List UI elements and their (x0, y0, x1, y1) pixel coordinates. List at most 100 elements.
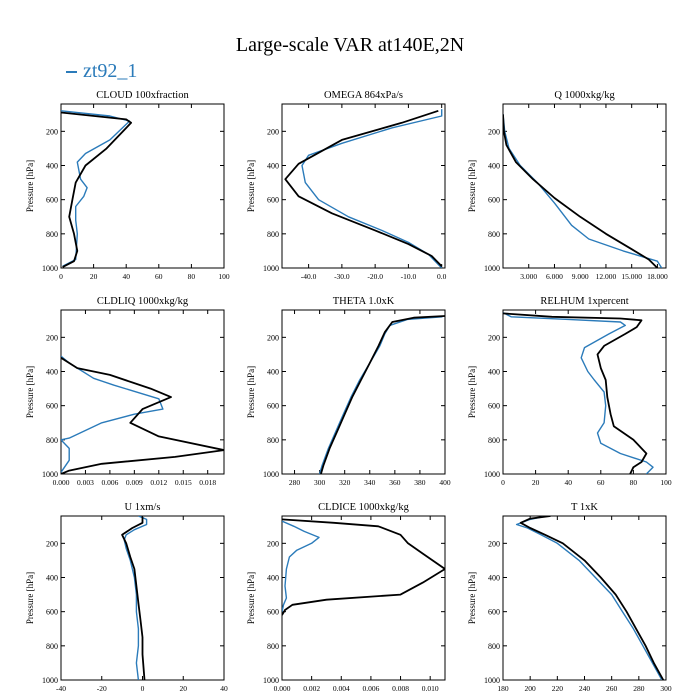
panel-7-ytick-label: 400 (46, 574, 58, 583)
panel-9-xtick-label: 200 (525, 684, 537, 693)
figure-title: Large-scale VAR at140E,2N (235, 34, 465, 56)
panel-6-xtick-label: 40 (564, 478, 572, 487)
panel-2-ytick-label: 1000 (263, 264, 279, 273)
panel-4-xtick-label: 0.009 (126, 478, 143, 487)
panel-5-xtick-label: 380 (414, 478, 426, 487)
panel-8-xtick-label: 0.010 (422, 684, 439, 693)
panel-6-frame (502, 309, 667, 475)
panel-2-ytick-label: 600 (267, 196, 279, 205)
panel-4-xtick-label: 0.018 (199, 478, 216, 487)
panel-4-xtick-label: 0.000 (53, 478, 70, 487)
panel-2-frame (281, 103, 446, 269)
panel-5-series-reference-line (320, 315, 445, 474)
panel-6-ytick-label: 1000 (484, 470, 500, 479)
panel-2-ylabel: Pressure [hPa] (246, 160, 256, 212)
panel-1-frame (60, 103, 225, 269)
panel-5-xtick-label: 300 (314, 478, 326, 487)
panel-3-ytick-label: 600 (488, 196, 500, 205)
panel-3-xtick-label: 6.000 (546, 272, 563, 281)
panel-3-ylabel: Pressure [hPa] (467, 160, 477, 212)
panel-2-xtick-label: -10.0 (401, 272, 417, 281)
panel-9-xtick-label: 240 (579, 684, 591, 693)
panel-7-ytick-label: 800 (46, 642, 58, 651)
panel-1-xtick-label: 0 (59, 272, 63, 281)
panel-9-xtick-label: 280 (633, 684, 645, 693)
panel-7-ylabel: Pressure [hPa] (25, 572, 35, 624)
panel-1-ytick-label: 200 (46, 127, 58, 136)
panel-5-xtick-label: 400 (439, 478, 451, 487)
panel-9-ylabel: Pressure [hPa] (467, 572, 477, 624)
panel-3-series-zt92_1-line (503, 114, 663, 268)
panel-8-xtick-label: 0.002 (303, 684, 320, 693)
panel-1-ytick-label: 1000 (42, 264, 58, 273)
panel-5-ytick-label: 600 (267, 402, 279, 411)
panel-4-title: CLDLIQ 1000xkg/kg (97, 296, 189, 307)
panel-3-xtick-label: 15.000 (621, 272, 642, 281)
panel-5-xtick-label: 320 (339, 478, 351, 487)
panel-4-xtick-label: 0.015 (175, 478, 192, 487)
panel-8-ytick-label: 200 (267, 539, 279, 548)
panel-5-xtick-label: 360 (389, 478, 401, 487)
panel-8-title: CLDICE 1000xkg/kg (318, 502, 409, 513)
panel-2-title: OMEGA 864xPa/s (324, 90, 403, 101)
panel-8-ytick-label: 400 (267, 574, 279, 583)
panel-1-xtick-label: 80 (188, 272, 196, 281)
panel-7-title: U 1xm/s (125, 502, 161, 513)
panel-9-series-zt92_1-line (515, 516, 663, 680)
panel-6-ytick-label: 200 (488, 333, 500, 342)
panel-5-ylabel: Pressure [hPa] (246, 366, 256, 418)
panel-5-xtick-label: 340 (364, 478, 376, 487)
panel-8-ytick-label: 600 (267, 608, 279, 617)
panel-7-ytick-label: 1000 (42, 676, 58, 685)
panel-5-ytick-label: 800 (267, 436, 279, 445)
panel-6-xtick-label: 20 (532, 478, 540, 487)
panel-1-series-reference-line (61, 111, 132, 268)
panel-2-xtick-label: -40.0 (301, 272, 317, 281)
panel-8-ylabel: Pressure [hPa] (246, 572, 256, 624)
panel-3-ytick-label: 200 (488, 127, 500, 136)
panel-1-xtick-label: 60 (155, 272, 163, 281)
panel-5-ytick-label: 1000 (263, 470, 279, 479)
panel-8-xtick-label: 0.008 (392, 684, 409, 693)
panel-7-ytick-label: 600 (46, 608, 58, 617)
panel-8-ytick-label: 1000 (263, 676, 279, 685)
legend: zt92_1 (66, 60, 137, 83)
panel-9-xtick-label: 300 (660, 684, 672, 693)
panel-8-xtick-label: 0.004 (333, 684, 350, 693)
panel-5-ytick-label: 200 (267, 333, 279, 342)
panel-3-title: Q 1000xkg/kg (554, 90, 615, 101)
legend-label: zt92_1 (83, 60, 138, 82)
panel-9-ytick-label: 200 (488, 539, 500, 548)
panel-2-xtick-label: -20.0 (367, 272, 383, 281)
panel-6-ytick-label: 400 (488, 368, 500, 377)
panel-1-series-zt92_1-line (61, 110, 131, 267)
panel-3-ytick-label: 1000 (484, 264, 500, 273)
panel-5-ytick-label: 400 (267, 368, 279, 377)
panel-3-series-reference-line (503, 114, 659, 268)
panel-5-frame (281, 309, 446, 475)
panel-7-xtick-label: 0 (141, 684, 145, 693)
panel-4-ytick-label: 400 (46, 368, 58, 377)
panel-4-series-zt92_1-line (61, 355, 164, 473)
panel-8-frame (281, 515, 446, 681)
panel-2-ytick-label: 200 (267, 127, 279, 136)
panel-2-ytick-label: 400 (267, 162, 279, 171)
panel-9-xtick-label: 220 (552, 684, 564, 693)
panel-9-ytick-label: 600 (488, 608, 500, 617)
panel-4-xtick-label: 0.003 (77, 478, 94, 487)
panel-9-ytick-label: 400 (488, 574, 500, 583)
panel-9-ytick-label: 1000 (484, 676, 500, 685)
panel-7-ytick-label: 200 (46, 539, 58, 548)
panel-2-xtick-label: 0.0 (437, 272, 447, 281)
panel-6-xtick-label: 60 (597, 478, 605, 487)
panel-8-xtick-label: 0.000 (274, 684, 291, 693)
panel-9-xtick-label: 260 (606, 684, 618, 693)
panel-9-xtick-label: 180 (497, 684, 509, 693)
panel-6-title: RELHUM 1xpercent (540, 296, 628, 307)
panel-7-xtick-label: -20 (97, 684, 107, 693)
panel-1-ytick-label: 400 (46, 162, 58, 171)
panel-3-xtick-label: 12.000 (596, 272, 617, 281)
panel-7-xtick-label: -40 (56, 684, 66, 693)
panel-8-ytick-label: 800 (267, 642, 279, 651)
